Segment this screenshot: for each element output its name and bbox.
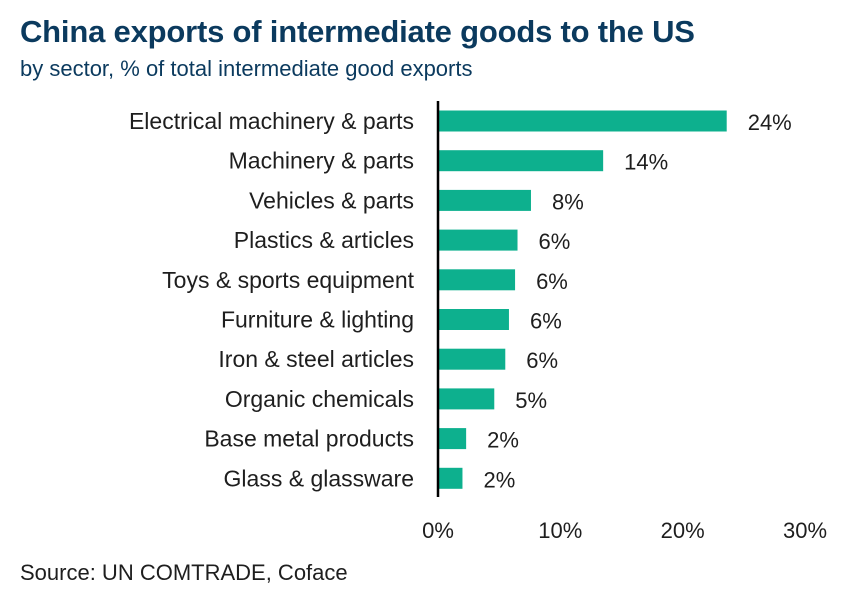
chart-subtitle: by sector, % of total intermediate good … [20, 56, 473, 81]
category-label: Electrical machinery & parts [129, 108, 414, 134]
data-label: 24% [748, 110, 792, 135]
bar [438, 110, 727, 132]
source-note: Source: UN COMTRADE, Coface [20, 560, 348, 585]
bar [438, 150, 604, 172]
category-label: Glass & glassware [224, 465, 414, 491]
bar [438, 467, 463, 489]
bar [438, 348, 506, 370]
data-label: 2% [483, 467, 515, 492]
bar [438, 428, 467, 450]
bars-layer [438, 110, 727, 489]
x-tick-label: 10% [538, 518, 582, 543]
data-label: 14% [624, 150, 668, 175]
category-labels: Electrical machinery & parts Machinery & … [129, 108, 415, 491]
category-label: Base metal products [204, 426, 414, 452]
data-label: 6% [536, 269, 568, 294]
data-label: 6% [526, 348, 558, 373]
bar [438, 388, 495, 410]
category-label: Toys & sports equipment [162, 267, 414, 293]
data-label: 2% [487, 428, 519, 453]
bar [438, 309, 509, 330]
data-label: 5% [515, 388, 547, 413]
value-labels: 24% 14% 8% 6% 6% 6% 6% 5% 2% 2% [483, 110, 791, 492]
x-tick-label: 20% [661, 518, 705, 543]
category-label: Iron & steel articles [218, 346, 414, 372]
bar [438, 189, 531, 211]
x-axis-ticks: 0% 10% 20% 30% [422, 518, 827, 543]
bar [438, 269, 516, 291]
category-label: Plastics & articles [234, 227, 414, 253]
data-label: 6% [539, 229, 571, 254]
category-label: Organic chemicals [225, 386, 414, 412]
category-label: Furniture & lighting [221, 307, 414, 333]
chart-title: China exports of intermediate goods to t… [20, 14, 695, 49]
data-label: 8% [552, 189, 584, 214]
bar [438, 229, 518, 251]
x-tick-label: 0% [422, 518, 454, 543]
data-label: 6% [530, 309, 562, 334]
category-label: Machinery & parts [229, 148, 414, 174]
x-tick-label: 30% [783, 518, 827, 543]
category-label: Vehicles & parts [249, 187, 414, 213]
